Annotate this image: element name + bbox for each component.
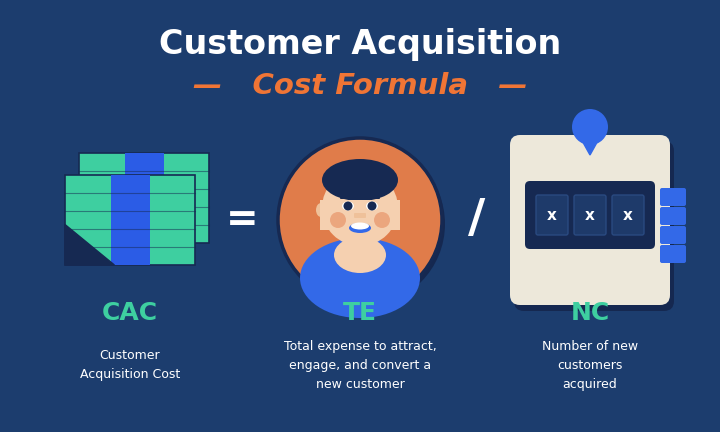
FancyBboxPatch shape bbox=[514, 141, 674, 311]
Text: Customer
Acquisition Cost: Customer Acquisition Cost bbox=[80, 349, 180, 381]
Text: —   Cost Formula   —: — Cost Formula — bbox=[193, 72, 527, 100]
Text: NC: NC bbox=[570, 301, 610, 325]
Polygon shape bbox=[580, 137, 600, 155]
Text: TE: TE bbox=[343, 301, 377, 325]
FancyBboxPatch shape bbox=[364, 193, 380, 199]
FancyBboxPatch shape bbox=[660, 226, 686, 244]
Text: CAC: CAC bbox=[102, 301, 158, 325]
FancyBboxPatch shape bbox=[340, 193, 356, 199]
Polygon shape bbox=[144, 194, 164, 243]
FancyBboxPatch shape bbox=[612, 195, 644, 235]
Circle shape bbox=[281, 142, 445, 306]
Text: x: x bbox=[585, 207, 595, 222]
Circle shape bbox=[572, 109, 608, 145]
Ellipse shape bbox=[316, 203, 326, 217]
Ellipse shape bbox=[342, 201, 354, 210]
FancyBboxPatch shape bbox=[354, 213, 366, 218]
FancyBboxPatch shape bbox=[660, 207, 686, 225]
Text: /: / bbox=[468, 197, 485, 242]
FancyBboxPatch shape bbox=[110, 175, 150, 265]
FancyBboxPatch shape bbox=[348, 238, 372, 260]
Circle shape bbox=[374, 212, 390, 228]
FancyBboxPatch shape bbox=[125, 153, 163, 243]
Ellipse shape bbox=[300, 238, 420, 318]
FancyBboxPatch shape bbox=[536, 195, 568, 235]
Ellipse shape bbox=[322, 159, 398, 201]
Circle shape bbox=[330, 212, 346, 228]
FancyBboxPatch shape bbox=[660, 245, 686, 263]
FancyBboxPatch shape bbox=[525, 181, 655, 249]
Circle shape bbox=[367, 201, 377, 210]
Text: Total expense to attract,
engage, and convert a
new customer: Total expense to attract, engage, and co… bbox=[284, 340, 436, 391]
Ellipse shape bbox=[366, 201, 378, 210]
Text: x: x bbox=[623, 207, 633, 222]
FancyBboxPatch shape bbox=[574, 195, 606, 235]
FancyBboxPatch shape bbox=[65, 175, 195, 265]
Ellipse shape bbox=[351, 222, 369, 229]
Circle shape bbox=[343, 201, 353, 210]
Circle shape bbox=[322, 170, 398, 246]
FancyBboxPatch shape bbox=[510, 135, 670, 305]
FancyBboxPatch shape bbox=[660, 188, 686, 206]
Ellipse shape bbox=[349, 223, 371, 233]
Text: =: = bbox=[226, 201, 259, 239]
Polygon shape bbox=[65, 225, 114, 265]
FancyBboxPatch shape bbox=[79, 153, 209, 243]
Circle shape bbox=[278, 138, 442, 302]
FancyBboxPatch shape bbox=[320, 200, 400, 230]
Text: x: x bbox=[547, 207, 557, 222]
Ellipse shape bbox=[334, 237, 386, 273]
Text: Customer Acquisition: Customer Acquisition bbox=[159, 28, 561, 61]
Text: Number of new
customers
acquired: Number of new customers acquired bbox=[542, 340, 638, 391]
